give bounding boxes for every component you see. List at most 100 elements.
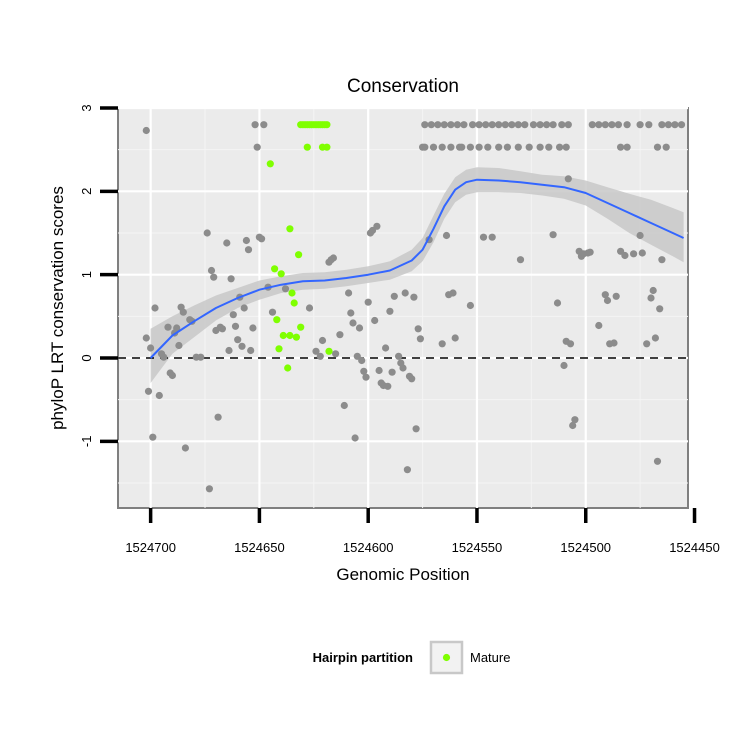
point-other — [382, 344, 390, 352]
point-other — [168, 371, 176, 380]
point-other — [312, 347, 320, 355]
legend-title: Hairpin partition — [313, 650, 413, 665]
point-other — [438, 143, 446, 151]
point-other — [223, 239, 231, 247]
point-other — [564, 175, 572, 183]
point-other — [416, 335, 424, 343]
point-other — [664, 121, 673, 129]
point-other — [408, 375, 416, 383]
point-other — [395, 352, 403, 360]
point-other — [566, 340, 575, 348]
point-mature — [271, 265, 279, 273]
point-other — [340, 401, 348, 410]
x-tick-label: 1524700 — [125, 540, 176, 555]
point-other — [373, 222, 381, 230]
point-other — [643, 340, 651, 348]
point-other — [347, 309, 355, 317]
point-other — [173, 324, 181, 332]
point-other — [260, 121, 268, 129]
point-other — [603, 296, 612, 305]
point-mature — [273, 316, 281, 324]
point-other — [651, 334, 660, 342]
point-other — [229, 311, 237, 319]
point-mature — [290, 299, 298, 307]
point-other — [384, 382, 392, 390]
point-other — [218, 325, 226, 333]
point-other — [403, 466, 411, 474]
point-mature — [277, 270, 285, 278]
point-other — [514, 143, 522, 151]
point-other — [456, 143, 464, 151]
point-other — [623, 121, 631, 129]
point-other — [649, 286, 657, 295]
point-other — [258, 235, 266, 243]
point-other — [543, 121, 551, 129]
point-other — [549, 121, 557, 129]
point-other — [318, 336, 327, 345]
x-axis: 1524700 1524650 1524600 1524550 1524500 15244… — [125, 508, 720, 555]
point-other — [399, 364, 407, 372]
point-other — [179, 308, 187, 316]
point-other — [638, 249, 646, 257]
point-other — [553, 299, 562, 307]
point-other — [390, 292, 398, 300]
point-other — [329, 254, 337, 262]
smooth-curve — [149, 178, 685, 359]
point-other — [475, 121, 483, 129]
point-other — [623, 143, 631, 151]
point-other — [421, 143, 429, 151]
point-other — [658, 256, 666, 264]
point-other — [205, 485, 213, 493]
point-other — [410, 293, 418, 301]
point-other — [142, 126, 150, 135]
point-other — [164, 323, 172, 331]
point-other — [203, 229, 211, 237]
x-tick-label: 1524450 — [669, 540, 720, 555]
point-other — [244, 246, 253, 254]
point-other — [549, 231, 557, 239]
point-other — [421, 121, 429, 129]
point-other — [647, 294, 655, 302]
point-other — [671, 121, 679, 129]
smooth-line — [149, 178, 685, 359]
point-other — [545, 143, 553, 151]
point-other — [155, 391, 163, 400]
point-other — [160, 353, 168, 361]
point-other — [501, 121, 509, 129]
y-tick-label: 1 — [79, 271, 94, 278]
point-other — [447, 143, 455, 151]
point-other — [514, 121, 522, 129]
point-other — [466, 301, 474, 310]
point-other — [601, 121, 609, 129]
legend-key-mature-icon — [442, 653, 451, 662]
point-other — [388, 368, 396, 376]
point-other — [362, 373, 370, 381]
point-other — [142, 334, 150, 342]
y-tick-label: 2 — [79, 188, 94, 195]
point-other — [495, 121, 503, 129]
point-other — [556, 143, 564, 151]
point-other — [503, 143, 511, 151]
point-other — [364, 298, 372, 306]
y-axis: -1 0 1 2 3 — [79, 104, 118, 447]
point-mature — [323, 143, 331, 151]
point-other — [316, 352, 324, 360]
point-other — [429, 143, 438, 151]
x-tick-label: 1524500 — [560, 540, 611, 555]
point-other — [601, 291, 609, 299]
point-other — [488, 121, 496, 129]
point-other — [438, 340, 446, 348]
point-mature — [295, 251, 303, 259]
point-other — [451, 334, 459, 342]
point-mature — [286, 225, 294, 233]
point-other — [449, 289, 457, 297]
point-other — [495, 143, 503, 151]
y-tick-label: -1 — [79, 436, 94, 448]
point-other — [240, 304, 248, 312]
point-other — [653, 143, 662, 151]
point-other — [586, 248, 594, 256]
point-other — [227, 275, 235, 283]
point-other — [375, 366, 383, 375]
point-other — [442, 231, 451, 240]
points-other — [142, 121, 686, 493]
